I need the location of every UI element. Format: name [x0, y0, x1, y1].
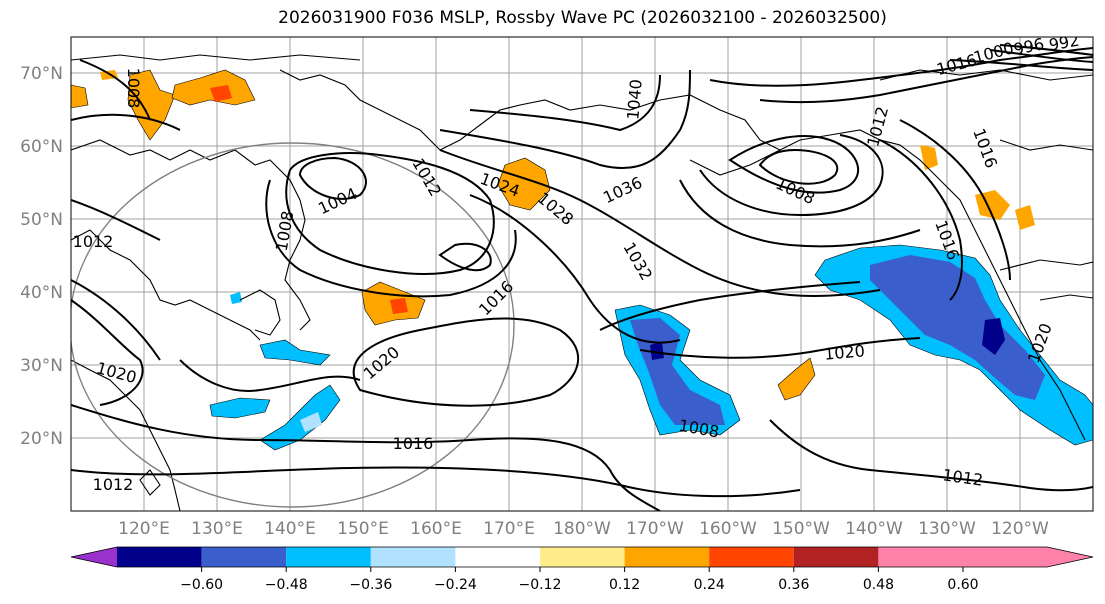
- colorbar-tick-label: 0.36: [778, 577, 809, 593]
- colorbar-tick-label: −0.24: [434, 577, 477, 593]
- lon-label: 150°E: [337, 519, 389, 539]
- lat-label: 30°N: [20, 356, 63, 376]
- colorbar-segment: [286, 547, 371, 567]
- contour-label: 992: [1047, 31, 1080, 55]
- lat-label: 20°N: [20, 429, 63, 449]
- lon-label: 120°W: [991, 519, 1049, 539]
- colorbar-tick-label: −0.36: [349, 577, 392, 593]
- lon-label: 160°W: [699, 519, 757, 539]
- contour-label: 1016: [393, 434, 434, 453]
- lon-label: 140°E: [264, 519, 316, 539]
- contour-label: 1012: [73, 232, 114, 251]
- coastlines: [71, 54, 1093, 511]
- lon-label: 180°W: [553, 519, 611, 539]
- range-circle: [71, 142, 515, 508]
- colorbar-segment: [878, 547, 963, 567]
- lat-label: 40°N: [20, 283, 63, 303]
- colorbar-tick-label: 0.60: [947, 577, 978, 593]
- lon-label: 120°E: [118, 519, 170, 539]
- colorbar-over-triangle: [963, 547, 1093, 567]
- lon-label: 150°W: [772, 519, 830, 539]
- colorbar-tick-label: −0.60: [180, 577, 223, 593]
- contour-label: 996: [1012, 34, 1046, 59]
- colorbar-segment: [793, 547, 879, 567]
- lon-label: 170°W: [626, 519, 684, 539]
- contour-label: 1040: [623, 78, 645, 120]
- colorbar-tick-label: 0.24: [694, 577, 725, 593]
- lat-label: 60°N: [20, 137, 63, 157]
- lon-label: 130°W: [918, 519, 976, 539]
- contour-label: 1012: [93, 475, 134, 494]
- colorbar: −0.60 −0.48 −0.36 −0.24 −0.12 0.12 0.24 …: [70, 546, 1094, 593]
- lon-label: 160°E: [410, 519, 462, 539]
- colorbar-outline: [70, 546, 1094, 568]
- lat-label: 70°N: [20, 64, 63, 84]
- colorbar-tick-label: 0.12: [609, 577, 640, 593]
- lon-label: 170°E: [483, 519, 535, 539]
- contour-label: 1020: [823, 341, 865, 363]
- mslp-contours: [71, 44, 1093, 511]
- colorbar-tick-label: −0.12: [519, 577, 562, 593]
- latitude-labels: 70°N 60°N 50°N 40°N 30°N 20°N: [20, 64, 63, 449]
- map-frame: [70, 36, 1094, 512]
- colorbar-segment: [370, 547, 456, 567]
- anomaly-shading: [71, 69, 1093, 451]
- colorbar-segment: [455, 547, 540, 567]
- lon-label: 130°E: [191, 519, 243, 539]
- longitude-labels: 120°E 130°E 140°E 150°E 160°E 170°E 180°…: [118, 519, 1049, 539]
- colorbar-segment: [624, 547, 710, 567]
- lon-label: 140°W: [845, 519, 903, 539]
- lat-label: 50°N: [20, 210, 63, 230]
- colorbar-segment: [117, 547, 202, 567]
- colorbar-tick-label: 0.48: [863, 577, 894, 593]
- colorbar-segment: [201, 547, 287, 567]
- colorbar-tick-label: −0.48: [265, 577, 308, 593]
- colorbar-segment: [540, 547, 625, 567]
- contour-label: 1008: [124, 68, 143, 109]
- colorbar-under-triangle: [71, 547, 117, 567]
- colorbar-segment: [709, 547, 794, 567]
- map-title: 2026031900 F036 MSLP, Rossby Wave PC (20…: [278, 8, 887, 28]
- colorbar-ticks: [201, 567, 964, 572]
